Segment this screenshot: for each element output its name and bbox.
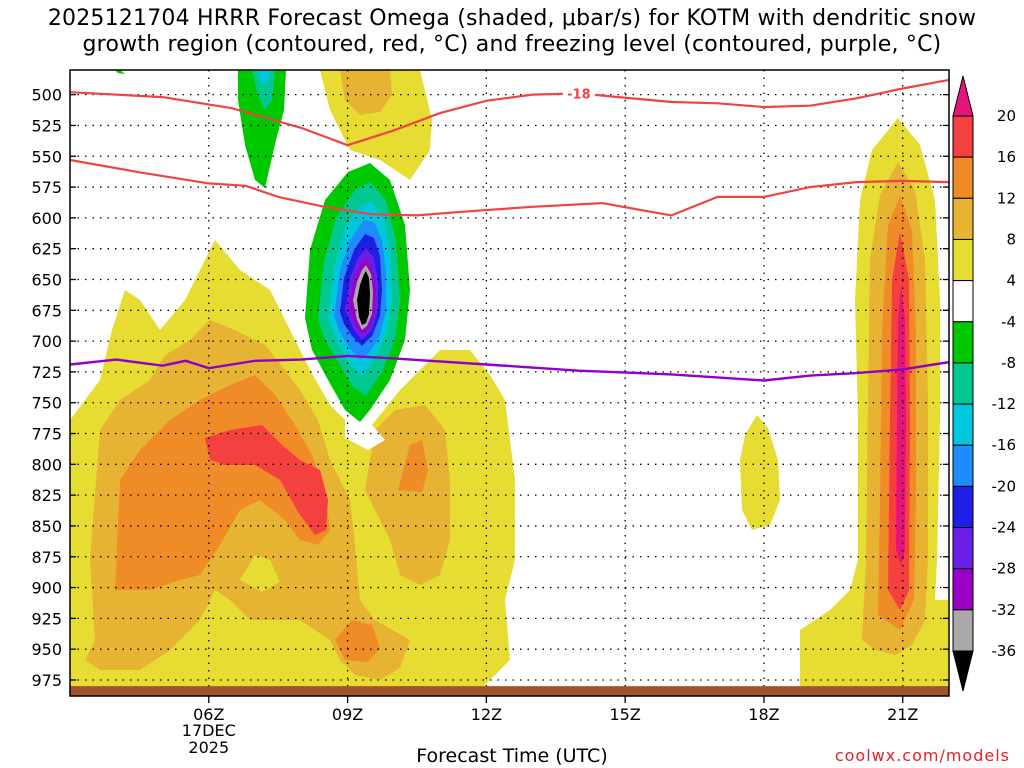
colorbar-segment-1 — [952, 115, 974, 158]
colorbar-label: 16 — [997, 148, 1016, 166]
omega-shading — [70, 70, 948, 690]
colorbar-label: 20 — [997, 107, 1016, 125]
omega-region-22 — [252, 70, 275, 110]
omega-region-14 — [398, 440, 428, 492]
x-tick-date: 17DEC — [182, 721, 236, 740]
omega-region-10 — [340, 70, 392, 115]
y-tick-label-900: 900 — [31, 579, 62, 598]
colorbar-segment-2 — [952, 156, 974, 199]
colorbar-segment-11 — [952, 527, 974, 570]
x-tick-year: 2025 — [188, 738, 229, 757]
colorbar-label: -8 — [1001, 354, 1016, 372]
colorbar-label: -32 — [992, 601, 1017, 619]
colorbar-label: 12 — [997, 189, 1016, 207]
title-line-2: growth region (contoured, red, °C) and f… — [82, 32, 942, 57]
y-axis-pressure: 500 525 550 575 600 625 650 675 700 725 750 775 800 8… — [31, 86, 949, 690]
omega-region-15 — [335, 620, 380, 662]
omega-region-23 — [258, 70, 270, 84]
omega-region-2 — [70, 560, 85, 690]
freezing-level-contour — [70, 354, 949, 382]
omega-region-11 — [345, 420, 385, 450]
y-tick-label-675: 675 — [31, 301, 62, 320]
omega-region-12 — [240, 555, 280, 592]
x-tick-label-09Z: 09Z — [332, 705, 363, 724]
colorbar-segment-6 — [952, 321, 974, 364]
y-tick-label-600: 600 — [31, 209, 62, 228]
x-tick-label-12Z: 12Z — [471, 705, 502, 724]
y-tick-label-625: 625 — [31, 240, 62, 259]
dgz-label-bg — [562, 84, 595, 101]
y-tick-label-800: 800 — [31, 455, 62, 474]
colorbar-label: -12 — [992, 395, 1017, 413]
colorbar-segment-7 — [952, 362, 974, 405]
x-tick-label-21Z: 21Z — [887, 705, 918, 724]
omega-region-5 — [740, 415, 780, 530]
y-tick-label-500: 500 — [31, 86, 62, 105]
y-tick-label-525: 525 — [31, 116, 62, 135]
omega-region-16 — [205, 425, 328, 535]
y-tick-label-575: 575 — [31, 178, 62, 197]
y-tick-label-775: 775 — [31, 425, 62, 444]
colorbar-segment-13 — [952, 609, 974, 652]
chart-title: 2025121704 HRRR Forecast Omega (shaded, … — [0, 6, 1024, 58]
y-tick-label-725: 725 — [31, 363, 62, 382]
colorbar-label: 4 — [1006, 272, 1016, 290]
plot-frame — [69, 69, 950, 697]
y-tick-label-650: 650 — [31, 270, 62, 289]
x-tick-label-18Z: 18Z — [748, 705, 779, 724]
colorbar-segment-8 — [952, 403, 974, 446]
colorbar-segment-4 — [952, 238, 974, 282]
omega-region-7 — [115, 70, 125, 74]
colorbar-label: -20 — [992, 477, 1017, 495]
colorbar-segment-10 — [952, 485, 974, 529]
x-tick-label-15Z: 15Z — [609, 705, 640, 724]
colorbar-segment-3 — [952, 197, 974, 240]
colorbar-legend: 20 16 12 8 4 -4 -8 -12 -16 -20 -24 -28 -32 -36 — [952, 75, 1017, 692]
colorbar-label: 8 — [1006, 230, 1016, 248]
plot-border — [69, 69, 950, 697]
x-tick-label-06Z: 06Z — [193, 705, 224, 724]
y-tick-label-975: 975 — [31, 671, 62, 690]
colorbar-segment-max — [952, 75, 974, 117]
dgz-contour-3 — [70, 158, 949, 217]
y-tick-label-825: 825 — [31, 486, 62, 505]
surface-terrain — [70, 686, 949, 696]
title-line-1: 2025121704 HRRR Forecast Omega (shaded, … — [47, 6, 977, 31]
omega-region-4 — [300, 70, 432, 180]
contour-lines: -18 — [70, 78, 949, 382]
y-tick-label-850: 850 — [31, 517, 62, 536]
y-tick-label-875: 875 — [31, 548, 62, 567]
omega-region-32 — [357, 271, 370, 325]
colorbar-segment-12 — [952, 568, 974, 611]
surface-ground — [70, 686, 949, 696]
colorbar-segment-9 — [952, 444, 974, 487]
colorbar-label: -24 — [992, 519, 1017, 537]
colorbar-segment-min — [952, 650, 974, 692]
y-tick-label-950: 950 — [31, 640, 62, 659]
x-axis-title: Forecast Time (UTC) — [416, 745, 608, 767]
colorbar-label: -36 — [992, 642, 1017, 660]
dgz-contour-1 — [70, 78, 949, 147]
colorbar-segment-5 — [952, 280, 974, 323]
dgz-contour-label: -18 — [567, 87, 591, 102]
y-tick-label-550: 550 — [31, 147, 62, 166]
colorbar-label: -28 — [992, 560, 1017, 578]
y-tick-label-700: 700 — [31, 332, 62, 351]
y-tick-label-925: 925 — [31, 609, 62, 628]
y-tick-label-750: 750 — [31, 394, 62, 413]
omega-region-21 — [238, 70, 286, 188]
omega-region-13 — [115, 375, 330, 590]
credit-link[interactable]: coolwx.com/models — [834, 746, 1010, 765]
colorbar-label: -16 — [992, 436, 1017, 454]
colorbar-label: -4 — [1001, 313, 1016, 331]
